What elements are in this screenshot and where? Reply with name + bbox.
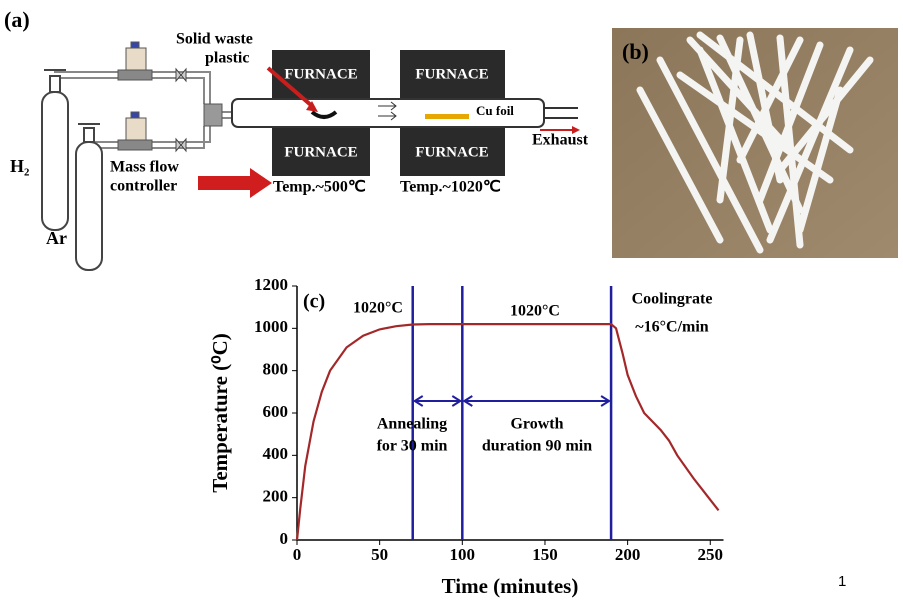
annotation: Annealing — [377, 416, 447, 433]
mixer — [204, 104, 222, 126]
arrow — [198, 168, 272, 198]
temp-label: Temp.~1020℃ — [400, 179, 501, 196]
annotation: ~16°C/min — [635, 319, 708, 336]
furnace-label: FURNACE — [415, 66, 488, 82]
valve — [176, 69, 186, 151]
temperature-line — [297, 324, 719, 540]
panel-c: Time (minutes) Temperature (⁰C) (c) 0 200… — [208, 275, 724, 598]
cu-label: Cu foil — [476, 103, 514, 118]
x-tick-label: 250 — [698, 545, 724, 564]
annotation: duration 90 min — [482, 438, 592, 455]
page-number: 1 — [838, 573, 846, 590]
panel-label: (a) — [4, 7, 30, 32]
gas-label: Ar — [46, 228, 67, 248]
x-tick-label: 100 — [450, 545, 476, 564]
controller-label: controller — [110, 178, 177, 195]
x-tick-label: 150 — [532, 545, 558, 564]
y-tick-label: 200 — [263, 487, 289, 506]
annotation: Coolingrate — [632, 291, 713, 308]
y-tick-label: 0 — [280, 529, 289, 548]
panel-b: (b) — [612, 28, 898, 258]
annotation: for 30 min — [377, 438, 448, 455]
y-axis-label: Temperature (⁰C) — [208, 333, 232, 492]
stage-arrow — [415, 396, 461, 406]
cu-foil — [425, 114, 469, 119]
furnace-label: FURNACE — [284, 144, 357, 160]
furnace-label: FURNACE — [284, 66, 357, 82]
panel-label: (c) — [303, 291, 325, 313]
annotation: 1020°C — [510, 303, 560, 320]
annotation: 1020°C — [353, 300, 403, 317]
y-tick-label: 1200 — [254, 275, 288, 294]
plastic-label: plastic — [205, 50, 249, 67]
plastic-label: Solid waste — [176, 31, 253, 48]
y-tick-label: 400 — [263, 444, 289, 463]
panel-a: (a) H₂ Ar Mass flow controller FURNACE F… — [4, 7, 589, 270]
x-axis-label: Time (minutes) — [442, 574, 579, 598]
stage-arrow — [464, 396, 609, 406]
annotation: Growth — [510, 416, 563, 433]
furnace-label: FURNACE — [415, 144, 488, 160]
x-tick-label: 200 — [615, 545, 641, 564]
y-tick-label: 1000 — [254, 317, 288, 336]
x-tick-label: 50 — [371, 545, 388, 564]
temp-label: Temp.~500℃ — [273, 179, 366, 196]
panel-label: (b) — [622, 39, 649, 64]
exhaust-label: Exhaust — [532, 132, 589, 149]
gas-label: H₂ — [10, 156, 29, 176]
figure: (a) H₂ Ar Mass flow controller FURNACE F… — [0, 0, 903, 600]
flow-controller — [118, 42, 152, 150]
x-tick-label: 0 — [293, 545, 302, 564]
y-tick-label: 800 — [263, 360, 289, 379]
page: (a) H₂ Ar Mass flow controller FURNACE F… — [0, 0, 903, 600]
controller-label: Mass flow — [110, 159, 179, 176]
exhaust-pipe — [544, 108, 578, 118]
y-tick-label: 600 — [263, 402, 289, 421]
